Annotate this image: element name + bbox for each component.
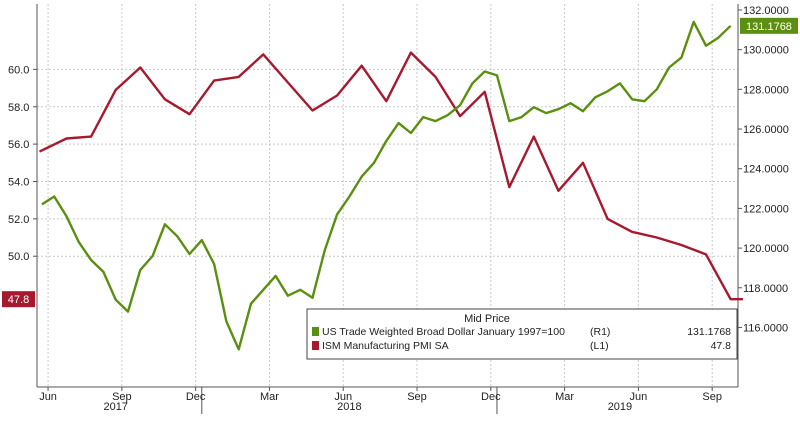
left-axis-tick-label: 54.0 [8, 176, 29, 188]
pmi-last-value-tag [2, 291, 35, 308]
x-axis-tick-label: Jun [630, 391, 648, 403]
x-axis-tick-label: Jun [334, 391, 352, 403]
right-axis-tick-label: 116.0000 [743, 322, 788, 334]
x-axis-tick-label: Sep [407, 391, 427, 403]
left-axis-tick-label: 56.0 [8, 139, 29, 151]
legend-entry-name: US Trade Weighted Broad Dollar January 1… [322, 326, 565, 338]
axes [33, 4, 742, 414]
x-axis-tick-label: Jun [39, 391, 57, 403]
left-axis-tick-label: 58.0 [8, 102, 29, 114]
right-axis-tick-label: 118.0000 [743, 283, 788, 295]
series-lines [38, 20, 743, 351]
right-axis-tick-label: 126.0000 [743, 124, 789, 136]
gridlines [37, 4, 738, 387]
x-axis-year-label: 2019 [608, 401, 632, 413]
pmi-series-line [38, 51, 743, 301]
legend-entry-value: 47.8 [711, 340, 732, 352]
x-axis-tick-label: Dec [481, 391, 501, 403]
right-axis-tick-label: 124.0000 [743, 164, 789, 176]
dollar-last-value-label: 131.1768 [746, 21, 792, 33]
dollar-series-line [41, 20, 732, 351]
left-axis-tick-label: 52.0 [8, 214, 29, 226]
x-axis-tick-label: Sep [112, 391, 132, 403]
right-axis-tick-label: 130.0000 [743, 45, 789, 57]
right-axis-tick-label: 132.0000 [743, 5, 789, 17]
right-axis-tick-label: 120.0000 [743, 243, 789, 255]
left-axis-tick-label: 50.0 [8, 251, 29, 263]
legend-swatch [312, 327, 319, 336]
x-axis-year-label: 2018 [337, 401, 361, 413]
legend-entry-name: ISM Manufacturing PMI SA [322, 340, 449, 352]
x-axis-year-label: 2017 [103, 401, 127, 413]
axis-labels: 50.0 52.0 54.0 56.0 58.0 60.0 116.0000 118.0000… [2, 5, 798, 413]
x-axis-tick-label: Mar [260, 391, 279, 403]
right-axis-tick-label: 122.0000 [743, 203, 789, 215]
pmi-last-value-label: 47.8 [8, 294, 29, 306]
legend-entry-axis: (L1) [590, 340, 609, 352]
legend-entry-axis: (R1) [590, 326, 610, 338]
legend-box [306, 308, 738, 360]
legend-title: Mid Price [464, 313, 510, 325]
legend-swatch [312, 341, 319, 350]
x-axis-tick-label: Dec [186, 391, 206, 403]
right-axis-tick-label: 128.0000 [743, 84, 789, 96]
left-axis-tick-label: 60.0 [8, 64, 29, 76]
x-axis-tick-label: Mar [555, 391, 574, 403]
dollar-last-value-tag [740, 17, 798, 34]
x-axis-tick-label: Sep [702, 391, 722, 403]
legend-entry-value: 131.1768 [687, 326, 731, 338]
